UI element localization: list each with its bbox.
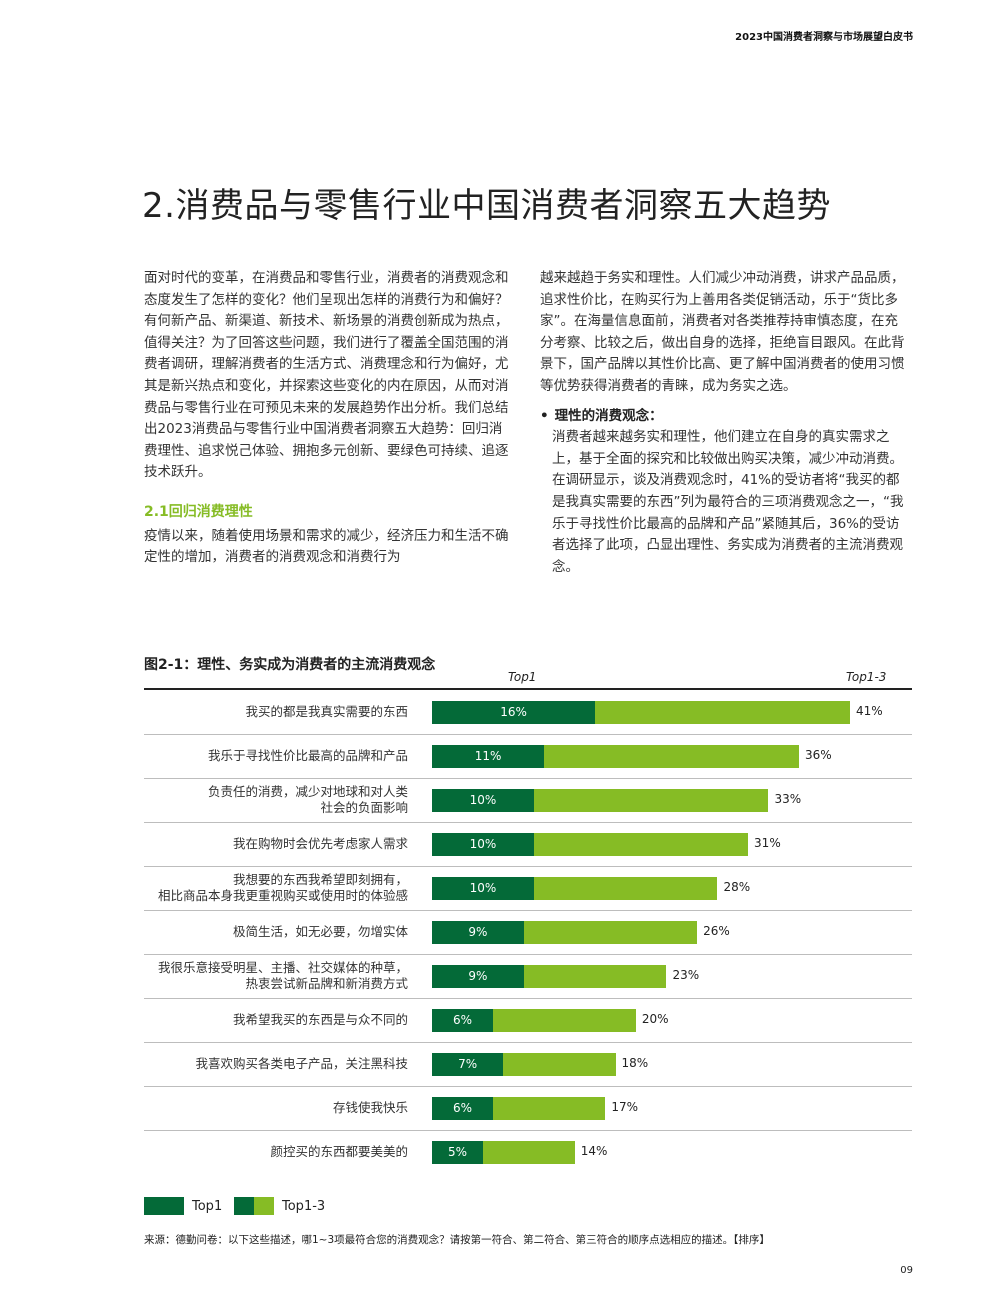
section-paragraph: 疫情以来，随着使用场景和需求的减少，经济压力和生活不确定性的增加，消费者的消费观… [144,527,509,566]
bar-top1: 11% [432,744,545,768]
category-label: 我希望我买的东西是与众不同的 [232,1012,408,1027]
bar-top1: 10% [432,876,534,900]
category-label: 负责任的消费，减少对地球和对人类 社会的负面影响 [207,784,408,815]
legend-item-top1: Top1 [144,1197,222,1215]
intro-paragraph: 面对时代的变革，在消费品和零售行业，消费者的消费观念和态度发生了怎样的变化？他们… [144,270,509,481]
data-label-top1-3: 28% [723,880,751,894]
figure-title: 图2-1：理性、务实成为消费者的主流消费观念 [144,657,436,673]
category-label: 我很乐意接受明星、主播、社交媒体的种草， 热衷尝试新品牌和新消费方式 [157,960,408,991]
legend-swatch-top1-3-dark [234,1197,254,1215]
category-label: 我喜欢购买各类电子产品，关注黑科技 [195,1056,408,1071]
data-label-top1: 9% [468,969,488,983]
row-divider [144,778,912,779]
bar-top1: 9% [432,964,524,988]
bar-top1: 10% [432,788,534,812]
row-divider [144,1042,912,1043]
bullet-heading: • 理性的消费观念： [540,406,906,428]
data-label-top1-3: 31% [754,836,781,850]
legend-label-top1: Top1 [192,1198,223,1214]
bar-chart: 我买的都是我真实需要的东西 16% 41% 我乐于寻找性价比最高的品牌和产品 11% 36… [144,690,912,1182]
data-label-top1: 10% [469,793,497,807]
data-label-top1-3: 20% [641,1012,669,1026]
bar-top1: 6% [432,1008,494,1032]
row-divider [144,954,912,955]
data-label-top1-3: 41% [856,704,883,718]
data-label-top1: 6% [453,1013,473,1027]
data-label-top1: 6% [453,1101,473,1115]
data-label-top1: 16% [500,705,527,719]
data-label-top1-3: 23% [672,968,700,982]
category-label: 我乐于寻找性价比最高的品牌和产品 [207,748,408,763]
category-label: 存钱使我快乐 [332,1100,408,1115]
row-divider [144,866,912,867]
row-divider [144,998,912,999]
data-label-top1-3: 26% [703,924,730,938]
page-title: 2.消费品与零售行业中国消费者洞察五大趋势 [142,186,831,226]
category-label: 我买的都是我真实需要的东西 [245,704,408,719]
column-label-top1: Top1 [508,670,537,684]
row-divider [144,910,912,911]
bar-top1: 7% [432,1052,504,1076]
category-label: 颜控买的东西都要美美的 [270,1144,408,1159]
continued-paragraph: 越来越趋于务实和理性。人们减少冲动消费，讲求产品品质，追求性价比，在购买行为上善… [540,270,905,394]
bullet-title: 理性的消费观念： [554,407,663,424]
data-label-top1: 10% [469,881,497,895]
document-header: 2023中国消费者洞察与市场展望白皮书 [735,32,913,43]
page-number: 09 [900,1265,913,1276]
row-divider [144,734,912,735]
data-label-top1-3: 33% [774,792,802,806]
data-label-top1-3: 17% [611,1100,638,1114]
legend-swatch-top1-3-light [254,1197,274,1215]
data-label-top1: 9% [468,925,488,939]
data-label-top1-3: 14% [580,1144,608,1158]
chart-top-rule [144,688,912,690]
category-label: 我在购物时会优先考虑家人需求 [232,836,408,851]
data-label-top1: 10% [469,837,497,851]
bar-top1: 5% [432,1140,483,1164]
column-label-top1-3: Top1-3 [846,670,887,684]
bar-top1: 9% [432,920,524,944]
bar-top1: 16% [432,700,596,724]
bullet-paragraph: 消费者越来越务实和理性，他们建立在自身的真实需求之上，基于全面的探究和比较做出购… [552,429,904,575]
bar-top1: 10% [432,832,534,856]
data-label-top1-3: 18% [621,1056,649,1070]
row-divider [144,1130,912,1131]
category-label: 我想要的东西我希望即刻拥有， 相比商品本身我更重视购买或使用时的体验感 [157,872,408,903]
row-divider [144,1086,912,1087]
legend-swatch-top1 [144,1197,184,1215]
source-note: 来源：德勤问卷：以下这些描述，哪1~3项最符合您的消费观念？请按第一符合、第二符… [144,1234,770,1246]
right-text-column: 越来越趋于务实和理性。人们减少冲动消费，讲求产品品质，追求性价比，在购买行为上善… [540,268,906,578]
legend-item-top1-3: Top1-3 [234,1197,325,1215]
category-label: 极简生活，如无必要，勿增实体 [232,924,408,939]
bullet-dot-icon: • [540,407,549,424]
legend-label-top1-3: Top1-3 [282,1198,326,1214]
data-label-top1: 7% [458,1057,478,1071]
data-label-top1-3: 36% [805,748,832,762]
section-heading: 2.1回归消费理性 [144,503,253,520]
bar-top1: 6% [432,1096,494,1120]
data-label-top1: 5% [447,1145,467,1159]
data-label-top1: 11% [474,749,502,763]
row-divider [144,822,912,823]
left-text-column: 面对时代的变革，在消费品和零售行业，消费者的消费观念和态度发生了怎样的变化？他们… [144,268,510,569]
